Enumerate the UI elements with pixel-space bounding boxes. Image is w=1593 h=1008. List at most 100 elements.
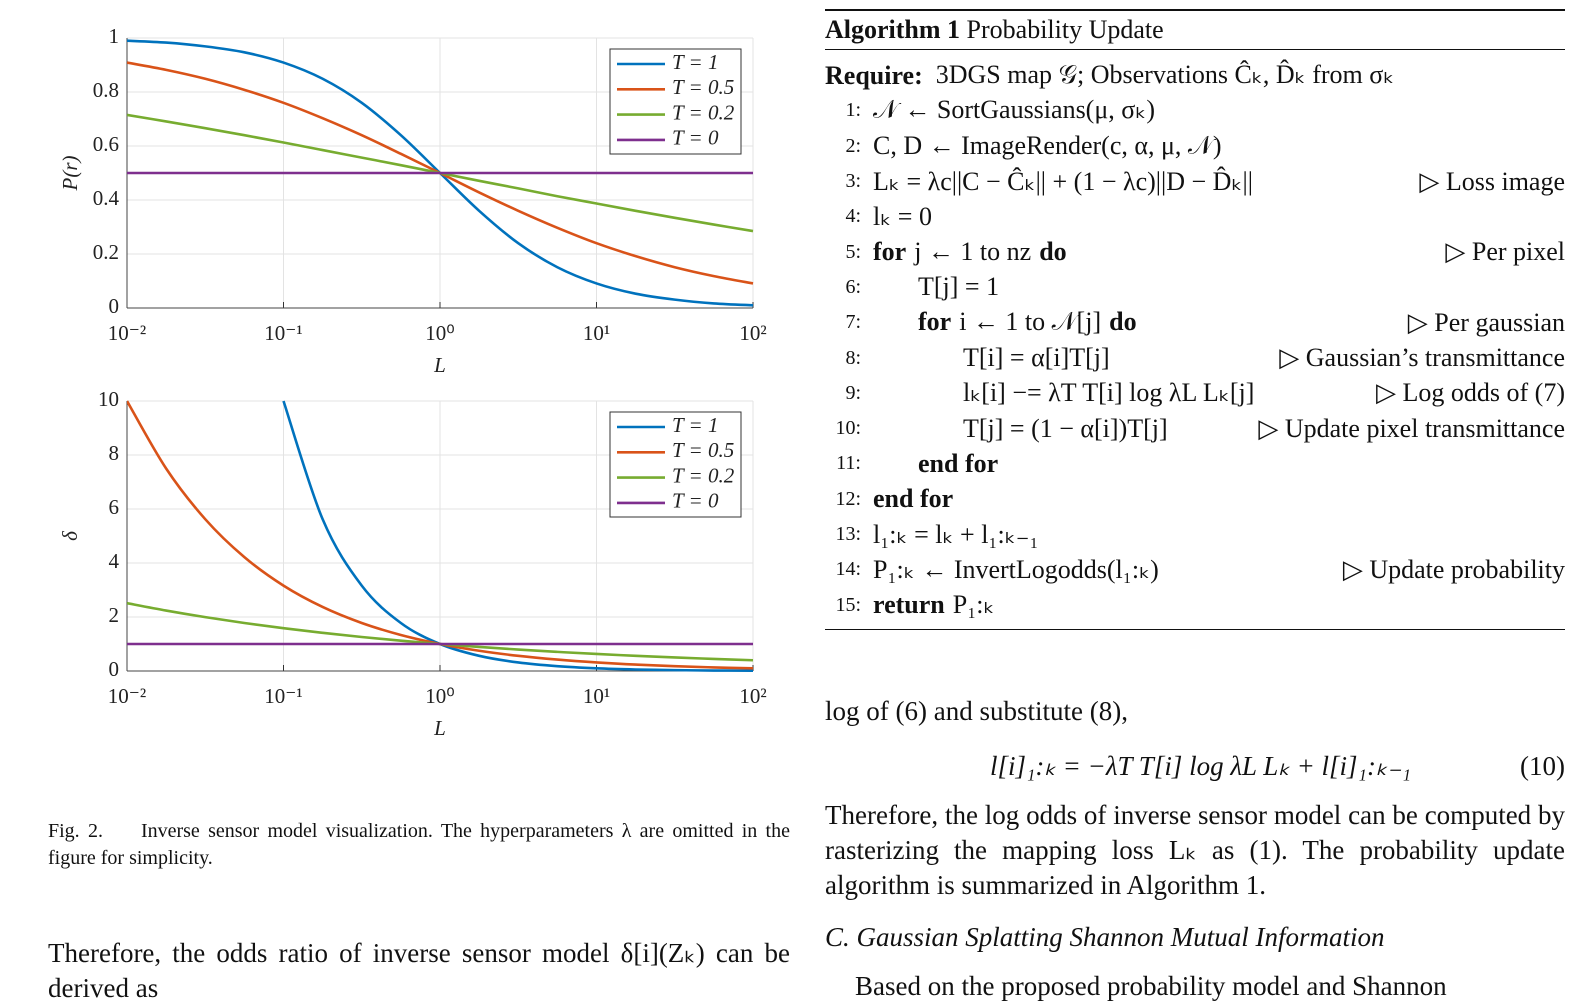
algorithm-line: 3: Lₖ = λc||C − Ĉₖ|| + (1 − λc)||D − D̂ₖ|…: [825, 164, 1565, 199]
keyword: end for: [873, 484, 954, 514]
algorithm-line: 4: lₖ = 0: [825, 199, 1565, 234]
line-body: T[i] = α[i]T[j]: [873, 343, 1110, 373]
statement: C, D ← ImageRender(c, α, μ, 𝒩): [873, 130, 1222, 160]
line-body: return P₁:ₖ: [873, 590, 995, 620]
x-tick-label: 10⁻¹: [264, 684, 302, 708]
comment: ▷ Update probability: [1342, 554, 1565, 584]
y-tick-label: 0: [109, 294, 120, 318]
paragraph: Therefore, the log odds of inverse senso…: [825, 800, 1565, 900]
statement: P₁:ₖ: [952, 590, 995, 620]
algorithm-label: Algorithm 1: [825, 15, 961, 44]
keyword: do: [1039, 237, 1067, 267]
require-label: Require:: [825, 60, 923, 90]
line-number: 9:: [845, 381, 861, 404]
line-number: 3:: [845, 170, 861, 193]
keyword: for: [918, 307, 952, 337]
statement: lₖ[i] −= λT T[i] log λL Lₖ[j]: [963, 378, 1255, 408]
comment: ▷ Update pixel transmittance: [1258, 413, 1565, 443]
keyword: return: [873, 590, 945, 620]
equation-body: l[i]₁:ₖ = −λT T[i] log λL Lₖ + l[i]₁:ₖ₋₁: [990, 751, 1412, 781]
legend-label: T = 1: [672, 413, 718, 437]
line-number: 4:: [845, 205, 861, 228]
statement: P₁:ₖ ← InvertLogodds(l₁:ₖ): [873, 554, 1159, 584]
line-number: 2:: [845, 134, 861, 157]
algorithm-line: 2: C, D ← ImageRender(c, α, μ, 𝒩): [825, 129, 1565, 164]
legend-box: [609, 48, 742, 155]
y-axis-label: P(r): [58, 156, 82, 192]
y-tick-label: 0.2: [93, 240, 119, 264]
y-tick-label: 1: [109, 24, 120, 48]
legend-label: T = 1: [672, 50, 718, 74]
comment: ▷ Loss image: [1419, 166, 1565, 196]
keyword: end for: [918, 448, 999, 478]
line-body: l₁:ₖ = lₖ + l₁:ₖ₋₁: [873, 520, 1039, 550]
legend-label: T = 0.5: [672, 438, 734, 462]
y-tick-label: 0.6: [93, 132, 119, 156]
line-body: lₖ = 0: [873, 202, 932, 232]
caption-label: Fig. 2.: [48, 820, 103, 842]
equation: l[i]₁:ₖ = −λT T[i] log λL Lₖ + l[i]₁:ₖ₋₁…: [825, 749, 1565, 784]
algorithm-title: Probability Update: [966, 15, 1164, 44]
x-tick-label: 10¹: [583, 321, 610, 345]
line-number: 11:: [836, 452, 861, 475]
line-number: 15:: [835, 593, 861, 616]
require-text: 3DGS map 𝒢; Observations Ĉₖ, D̂ₖ from σₖ: [935, 60, 1395, 90]
caption-text: Inverse sensor model visualization. The …: [48, 820, 790, 869]
algorithm-line: 10: T[j] = (1 − α[i])T[j] ▷ Update pixel t…: [825, 411, 1565, 446]
y-tick-label: 0.4: [93, 186, 120, 210]
algorithm-line: 12: end for: [825, 482, 1565, 517]
paragraph: Based on the proposed probability model …: [855, 971, 1447, 1001]
x-tick-label: 10²: [739, 684, 766, 708]
x-tick-label: 10⁰: [425, 684, 454, 708]
statement: T[j] = (1 − α[i])T[j]: [963, 413, 1168, 443]
line-number: 5:: [845, 240, 861, 263]
line-number: 13:: [835, 523, 861, 545]
comment: ▷ Log odds of (7): [1376, 378, 1565, 408]
paragraph: log of (6) and substitute (8),: [825, 696, 1128, 726]
keyword: do: [1109, 307, 1137, 337]
y-tick-label: 2: [109, 603, 120, 627]
algorithm-line: 14: P₁:ₖ ← InvertLogodds(l₁:ₖ) ▷ Update pr…: [825, 552, 1565, 587]
statement: T[j] = 1: [918, 272, 1000, 302]
line-body: T[j] = (1 − α[i])T[j]: [873, 414, 1168, 444]
comment: ▷ Per gaussian: [1407, 307, 1565, 337]
statement: 𝒩 ← SortGaussians(μ, σₖ): [873, 95, 1156, 125]
comment: ▷ Per pixel: [1445, 237, 1565, 267]
line-body: end for: [873, 484, 953, 514]
line-body: lₖ[i] −= λT T[i] log λL Lₖ[j]: [873, 378, 1254, 408]
comment: ▷ Gaussian’s transmittance: [1279, 343, 1565, 373]
legend-box: [609, 411, 742, 518]
paragraph: Therefore, the odds ratio of inverse sen…: [48, 938, 790, 1003]
statement: i ← 1 to 𝒩[j]: [959, 307, 1102, 337]
legend-label: T = 0.2: [672, 463, 735, 487]
series-line: [282, 400, 754, 673]
algorithm-line: 1: 𝒩 ← SortGaussians(μ, σₖ): [825, 93, 1565, 128]
y-tick-label: 0: [109, 657, 120, 681]
x-axis-label: L: [433, 716, 446, 740]
keyword: for: [873, 237, 907, 267]
line-body: end for: [873, 449, 998, 479]
x-tick-label: 10⁻¹: [264, 321, 302, 345]
section-heading: C. Gaussian Splatting Shannon Mutual Inf…: [825, 922, 1385, 952]
x-tick-label: 10⁻²: [108, 684, 146, 708]
line-body: Lₖ = λc||C − Ĉₖ|| + (1 − λc)||D − D̂ₖ||: [873, 167, 1253, 197]
statement: j ← 1 to nz: [914, 237, 1032, 267]
y-tick-label: 0.8: [93, 78, 119, 102]
line-number: 8:: [845, 346, 861, 369]
y-tick-label: 10: [98, 387, 119, 411]
y-axis-label: δ: [58, 530, 82, 541]
x-tick-label: 10⁻²: [108, 321, 146, 345]
figure-caption: Fig. 2. Inverse sensor model visualizatio…: [48, 818, 790, 872]
statement: lₖ = 0: [873, 201, 932, 231]
algorithm-line: 8: T[i] = α[i]T[j] ▷ Gaussian’s transmitta…: [825, 340, 1565, 375]
x-tick-label: 10²: [739, 321, 766, 345]
y-tick-label: 6: [109, 495, 120, 519]
legend-label: T = 0.5: [672, 75, 734, 99]
x-tick-label: 10⁰: [425, 321, 454, 345]
algorithm-line: 7: for i ← 1 to 𝒩[j] do ▷ Per gaussian: [825, 305, 1565, 340]
algorithm-line: 5: for j ← 1 to nz do ▷ Per pixel: [825, 234, 1565, 269]
statement: Lₖ = λc||C − Ĉₖ|| + (1 − λc)||D − D̂ₖ||: [873, 166, 1253, 196]
x-tick-label: 10¹: [583, 684, 610, 708]
line-body: for j ← 1 to nz do: [873, 237, 1067, 267]
y-tick-label: 8: [109, 441, 120, 465]
